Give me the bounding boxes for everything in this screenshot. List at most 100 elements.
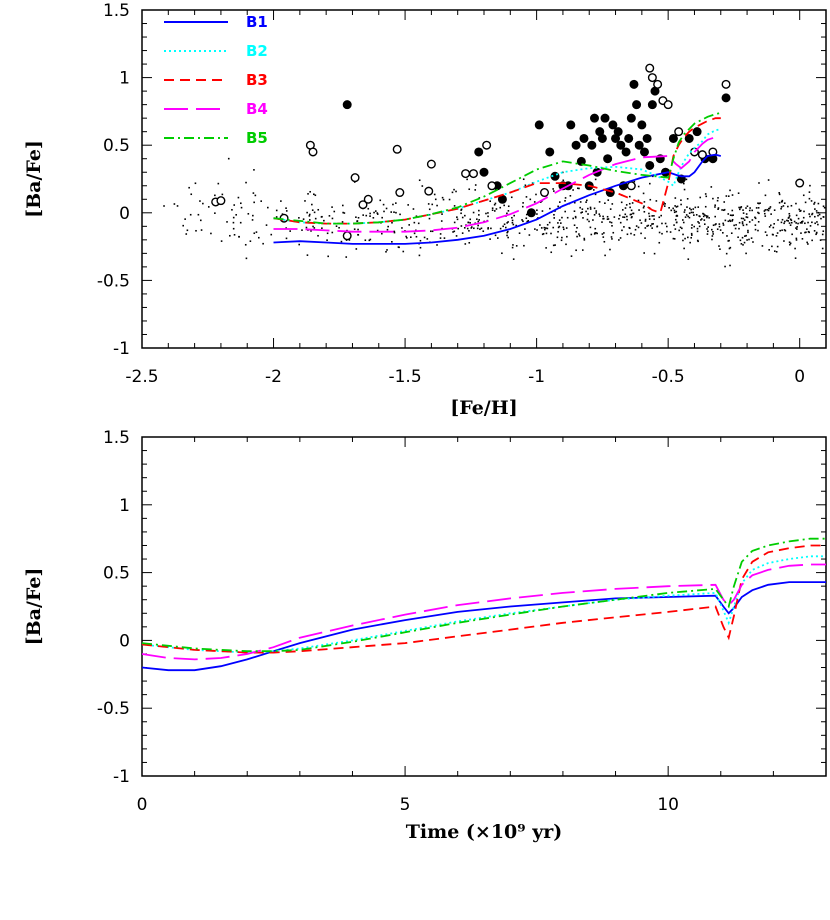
field-star-dot <box>706 215 709 218</box>
filled-star-marker <box>579 133 589 143</box>
y-axis-title: [Ba/Fe] <box>23 140 45 218</box>
field-star-dot <box>342 211 344 214</box>
field-star-dot <box>806 241 808 244</box>
field-star-dot <box>722 231 724 234</box>
field-star-dot <box>690 236 693 239</box>
field-star-dot <box>564 197 567 199</box>
field-star-dot <box>593 213 596 216</box>
field-star-dot <box>275 209 278 212</box>
field-star-dot <box>658 231 661 234</box>
x-tick-label: -2 <box>265 367 282 387</box>
field-star-dot <box>410 236 412 239</box>
field-star-dot <box>407 204 409 206</box>
field-star-dot <box>163 205 165 207</box>
field-star-dot <box>729 219 731 222</box>
field-star-dot <box>390 211 393 213</box>
field-star-dot <box>748 209 751 212</box>
field-star-dot <box>257 236 260 239</box>
field-star-dot <box>581 249 584 251</box>
field-star-dot <box>589 208 592 210</box>
field-star-dot <box>476 218 478 220</box>
field-star-dot <box>524 228 526 230</box>
field-star-dot <box>430 230 432 233</box>
field-star-dot <box>751 209 753 212</box>
field-star-dot <box>604 202 606 205</box>
field-star-dot <box>194 182 197 185</box>
model-line-b3 <box>142 544 826 654</box>
field-star-dot <box>683 211 686 213</box>
field-star-dot <box>463 227 466 229</box>
field-star-dot <box>766 234 768 237</box>
field-star-dot <box>188 186 190 189</box>
field-star-dot <box>816 221 818 223</box>
field-star-dot <box>685 178 688 181</box>
field-star-dot <box>684 216 687 218</box>
field-star-dot <box>562 228 565 231</box>
field-star-dot <box>474 189 477 191</box>
field-star-dot <box>769 206 772 208</box>
field-star-dot <box>776 245 779 248</box>
field-star-dot <box>232 227 235 230</box>
field-star-dot <box>506 222 508 224</box>
field-star-dot <box>684 237 686 240</box>
field-star-dot <box>788 222 791 224</box>
field-star-dot <box>795 237 798 240</box>
field-star-dot <box>252 214 254 217</box>
field-star-dot <box>323 219 325 222</box>
field-star-dot <box>690 232 693 235</box>
filled-star-marker <box>534 120 544 130</box>
field-star-dot <box>797 217 800 220</box>
field-star-dot <box>381 232 383 235</box>
x-tick-label: -1.5 <box>388 367 421 387</box>
model-line-b4 <box>273 136 722 233</box>
field-star-dot <box>260 200 263 202</box>
open-star-marker <box>216 196 226 206</box>
field-star-dot <box>376 213 379 215</box>
field-star-dot <box>691 224 693 226</box>
field-star-dot <box>314 194 317 197</box>
field-star-dot <box>565 227 568 229</box>
field-star-dot <box>781 218 784 221</box>
field-star-dot <box>313 211 316 214</box>
field-star-dot <box>233 233 236 236</box>
field-star-dot <box>521 219 523 221</box>
field-star-dot <box>814 215 816 218</box>
field-star-dot <box>270 233 273 236</box>
field-star-dot <box>754 217 757 220</box>
field-star-dot <box>758 182 760 184</box>
field-star-dot <box>573 201 576 204</box>
field-star-dot <box>610 221 613 224</box>
field-star-dot <box>593 207 596 210</box>
field-star-dot <box>771 233 774 236</box>
field-star-dot <box>355 216 357 219</box>
field-star-dot <box>799 210 801 212</box>
field-star-dot <box>805 231 807 234</box>
field-star-dot <box>714 204 716 207</box>
filled-star-marker <box>613 127 623 137</box>
field-star-dot <box>418 179 421 182</box>
filled-star-marker <box>668 133 678 143</box>
field-star-dot <box>578 235 581 237</box>
field-star-dot <box>807 243 809 245</box>
field-star-dot <box>801 238 804 240</box>
field-star-dot <box>680 203 682 206</box>
field-star-dot <box>718 225 721 228</box>
field-star-dot <box>612 231 615 234</box>
field-star-dot <box>342 204 344 207</box>
field-star-dot <box>745 213 748 215</box>
field-star-dot <box>529 198 532 201</box>
field-star-dot <box>745 216 748 218</box>
field-star-dot <box>579 206 581 209</box>
field-star-dot <box>583 239 586 241</box>
y-tick-label: 0.5 <box>103 136 130 156</box>
field-star-dot <box>717 208 719 210</box>
plot-frame <box>141 9 827 349</box>
field-star-dot <box>822 230 825 232</box>
field-star-dot <box>285 227 287 229</box>
field-star-dot <box>603 240 606 243</box>
field-star-dot <box>757 202 759 205</box>
field-star-dot <box>507 230 509 233</box>
field-star-dot <box>341 221 344 223</box>
field-star-dot <box>467 221 470 224</box>
field-star-dot <box>199 219 202 222</box>
